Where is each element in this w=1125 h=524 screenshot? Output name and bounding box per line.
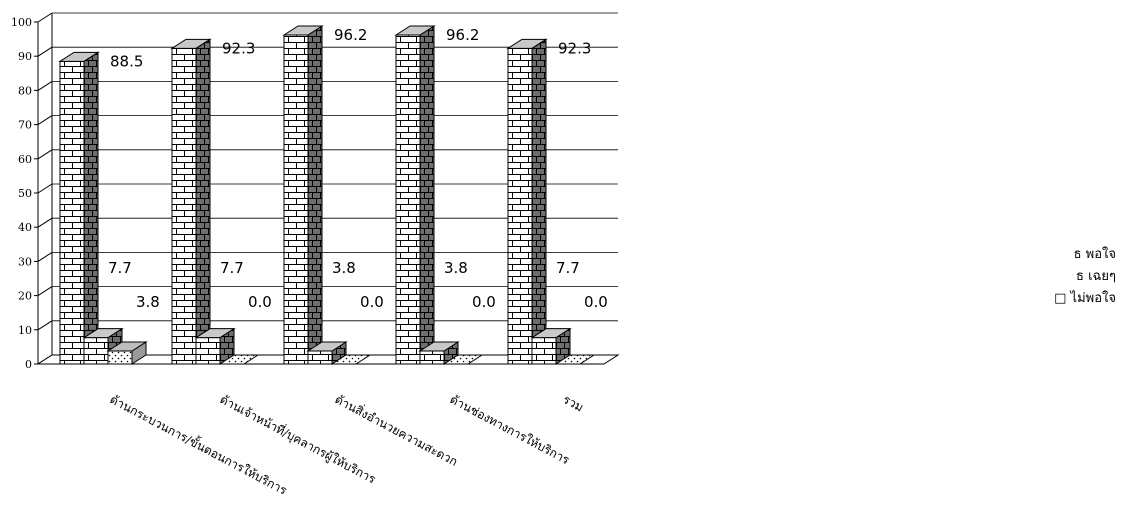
bar-unsatisfied-3 [442,354,484,365]
bar-unsatisfied-1 [218,354,260,365]
y-tick-label: 40 [18,221,32,234]
gridline-depth [37,80,53,91]
data-label-neutral-2: 3.8 [332,259,356,277]
data-label-satisfied-2: 96.2 [334,26,367,44]
category-label-3: ด้านช่องทางการให้บริการ [448,392,573,467]
y-tick-label: 0 [25,358,32,371]
bar-satisfied-4 [506,38,548,365]
bar-top [506,38,548,49]
data-label-neutral-1: 7.7 [220,259,244,277]
gridline-depth [37,286,53,297]
legend-item-satisfied: ธ พอใจ [1073,247,1116,262]
bar-top [330,354,372,365]
category-label-4: รวม [561,392,586,414]
bar-front [395,34,421,365]
bar-front [107,350,133,365]
bar-top [554,354,596,365]
data-label-satisfied-3: 96.2 [446,26,479,44]
gridline-depth [37,251,53,262]
data-label-neutral-0: 7.7 [108,259,132,277]
bar-top [194,328,236,339]
bar-top [418,341,460,352]
bar-top [306,341,348,352]
category-label-2: ด้านสิ่งอำนวยความสะดวก [333,391,461,469]
category-label-0: ด้านกระบวนการ/ขั้นตอนการให้บริการ [108,391,291,498]
gridline-depth [37,320,53,331]
legend-item-unsatisfied: □ ไม่พอใจ [1054,291,1116,306]
gridline-depth [37,149,53,160]
bars [58,25,596,365]
y-tick-label: 70 [18,119,32,132]
legend-item-neutral: ธ เฉยๆ [1076,269,1116,284]
bar-satisfied-3 [394,25,436,365]
bar-top [170,38,212,49]
bar-satisfied-1 [170,38,212,365]
bar-side [307,25,323,365]
bar-neutral-4 [530,327,572,365]
bar-side [195,38,211,365]
bar-top [218,354,260,365]
bar-top [82,328,124,339]
bar-top [58,51,100,62]
gridline-depth [37,115,53,126]
y-tick-label: 20 [18,290,32,303]
bar-front [507,47,533,365]
data-label-unsatisfied-0: 3.8 [136,293,160,311]
bar-front [59,60,85,365]
bar-top [282,25,324,36]
data-label-neutral-4: 7.7 [556,259,580,277]
legend: ธ พอใจ ธ เฉยๆ □ ไม่พอใจ [1012,244,1116,310]
data-label-unsatisfied-1: 0.0 [248,293,272,311]
y-tick-label: 60 [18,153,32,166]
gridline-depth [37,12,53,23]
gridline-depth [37,183,53,194]
y-tick-label: 100 [11,16,32,29]
bar-front [307,350,333,365]
y-tick-label: 30 [18,255,32,268]
data-label-unsatisfied-3: 0.0 [472,293,496,311]
category-labels: ด้านกระบวนการ/ขั้นตอนการให้บริการด้านเจ้… [108,391,586,498]
data-label-satisfied-4: 92.3 [558,39,591,57]
data-label-satisfied-0: 88.5 [110,52,143,70]
y-tick-label: 50 [18,187,32,200]
data-label-satisfied-1: 92.3 [222,39,255,57]
bar-side [531,38,547,365]
bar-top [394,25,436,36]
y-tick-label: 10 [18,324,32,337]
bar-satisfied-2 [282,25,324,365]
data-label-neutral-3: 3.8 [444,259,468,277]
y-tick-label: 90 [18,50,32,63]
bar-front [83,337,109,365]
y-tick-label: 80 [18,84,32,97]
bar-top [442,354,484,365]
bar-unsatisfied-2 [330,354,372,365]
bar-front [195,337,221,365]
gridline-depth [37,217,53,228]
bar-front [171,47,197,365]
bar-top [106,341,148,352]
bar-unsatisfied-4 [554,354,596,365]
bar-front [419,350,445,365]
data-label-unsatisfied-4: 0.0 [584,293,608,311]
data-labels: 88.57.73.892.37.70.096.23.80.096.23.80.0… [108,26,608,311]
bar-neutral-1 [194,327,236,365]
bar-front [531,337,557,365]
bar-top [530,328,572,339]
bar-satisfied-0 [58,51,100,365]
bar-unsatisfied-0 [106,341,148,365]
bar-front [283,34,309,365]
bar-side [83,51,99,365]
data-label-unsatisfied-2: 0.0 [360,293,384,311]
bar-neutral-2 [306,341,348,365]
gridline-depth [37,46,53,57]
bar-side [419,25,435,365]
